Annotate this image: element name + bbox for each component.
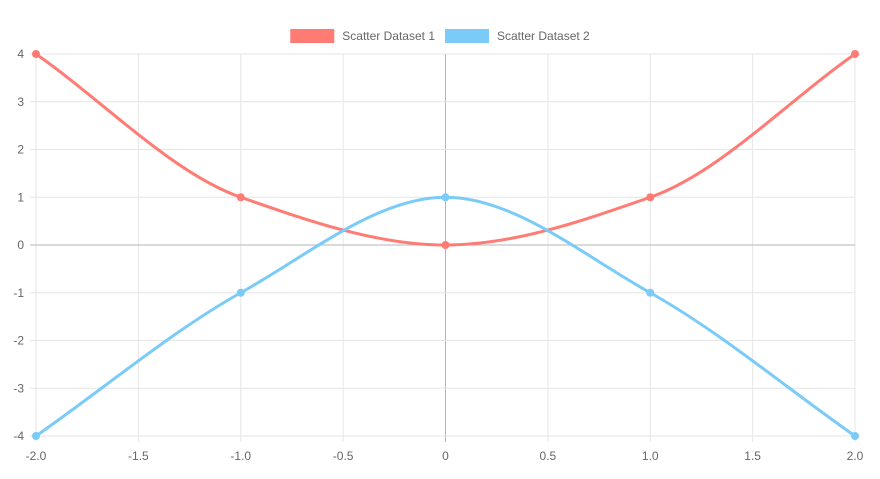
x-tick-label: -1.5 — [128, 449, 149, 463]
x-tick-label: -2.0 — [26, 449, 47, 463]
data-point[interactable] — [236, 193, 245, 202]
legend[interactable]: Scatter Dataset 1 Scatter Dataset 2 — [290, 29, 590, 43]
legend-item-1[interactable]: Scatter Dataset 1 — [290, 29, 435, 43]
data-point[interactable] — [441, 241, 450, 249]
legend-item-2[interactable]: Scatter Dataset 2 — [445, 29, 590, 43]
series-2 — [32, 193, 859, 440]
y-tick-label: -3 — [13, 381, 24, 395]
series-layer — [32, 50, 859, 440]
legend-swatch — [290, 29, 335, 43]
x-tick-label: 0 — [442, 449, 449, 463]
data-point[interactable] — [441, 193, 450, 202]
x-tick-label: 1.5 — [744, 449, 761, 463]
x-tick-label: -0.5 — [333, 449, 354, 463]
y-tick-label: -2 — [13, 334, 24, 348]
legend-swatch — [445, 29, 489, 43]
grid — [30, 53, 856, 442]
data-point[interactable] — [236, 288, 245, 297]
legend-label: Scatter Dataset 2 — [497, 29, 590, 43]
y-tick-label: 3 — [17, 95, 24, 109]
data-point[interactable] — [851, 50, 859, 58]
data-point[interactable] — [646, 193, 655, 202]
data-point[interactable] — [32, 432, 40, 440]
axes: -2.0 -1.5 -1.0 -0.5 0 0.5 1.0 1.5 2.0 4 3 2 1 0 -1 -2 -3… — [13, 47, 863, 463]
y-tick-label: 0 — [17, 238, 24, 252]
y-tick-label: 1 — [17, 190, 24, 204]
series-1 — [32, 50, 859, 249]
x-tick-label: 0.5 — [540, 449, 557, 463]
data-point[interactable] — [851, 432, 859, 440]
y-tick-label: -1 — [13, 286, 24, 300]
data-point[interactable] — [32, 50, 40, 58]
x-tick-label: 2.0 — [847, 449, 864, 463]
data-point[interactable] — [646, 288, 655, 297]
x-tick-label: -1.0 — [230, 449, 251, 463]
legend-label: Scatter Dataset 1 — [342, 29, 435, 43]
y-tick-label: 2 — [17, 143, 24, 157]
y-tick-label: 4 — [17, 47, 24, 61]
x-tick-label: 1.0 — [642, 449, 659, 463]
y-tick-label: -4 — [13, 429, 24, 443]
